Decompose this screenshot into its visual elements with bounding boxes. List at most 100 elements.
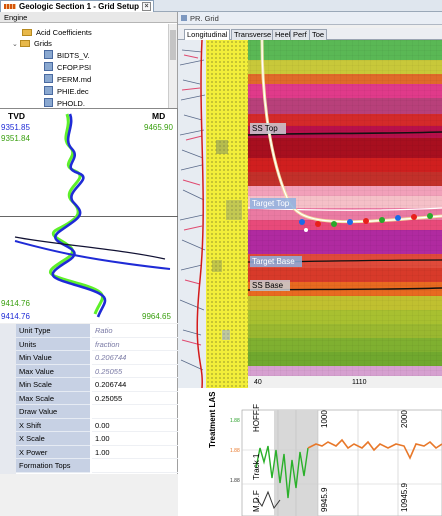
property-key: X Power [16, 445, 90, 459]
grid-icon [181, 15, 187, 21]
tab-transverse[interactable]: Transverse [231, 29, 275, 40]
property-key: Draw Value [16, 405, 90, 419]
property-row[interactable]: Min Value 0.206744 [0, 351, 178, 365]
dark-series [255, 490, 281, 510]
section-grid-view[interactable]: SS Top Target Top Target Base SS Base 40… [178, 40, 442, 388]
document-tab[interactable]: Geologic Section 1 - Grid Setup × [0, 0, 155, 12]
log-track-panel[interactable]: TVD MD 9351.85 9351.84 9465.90 9414.76 9… [0, 108, 178, 323]
axis-label-40: 40 [254, 379, 262, 386]
track-title: Treatment LAS [208, 391, 217, 448]
orange-series [307, 438, 442, 460]
perforation-markers [299, 213, 433, 232]
property-gutter [0, 324, 16, 474]
grid-file-icon [44, 62, 53, 71]
marker-label-bg [250, 198, 296, 209]
property-color-bands [248, 40, 442, 388]
tree-item-phie[interactable]: PHIE.dec [44, 86, 89, 97]
tvd-top-value-2: 9351.84 [1, 134, 30, 143]
tree-item-label: PERM.md [57, 75, 92, 84]
tree-item-perm[interactable]: PERM.md [44, 74, 91, 85]
marker-label-target-base: Target Base [252, 257, 295, 266]
tree-header: Engine [0, 12, 177, 23]
property-row[interactable]: Max Value 0.25055 [0, 364, 178, 378]
marker-label-bg [250, 256, 302, 267]
property-value[interactable]: 1.00 [92, 432, 178, 446]
property-value[interactable]: 0.206744 [92, 378, 178, 392]
tab-toe[interactable]: Toe [309, 29, 328, 40]
property-row[interactable]: Min Scale 0.206744 [0, 378, 178, 392]
property-key: X Scale [16, 432, 90, 446]
treatment-chart[interactable]: Treatment LAS 1.88 1.88 1.88 HOFF.F 1000… [178, 388, 442, 516]
tree-item-grids[interactable]: ⌄ Grids [12, 38, 52, 49]
log-curves [14, 113, 171, 318]
property-row[interactable]: Formation Tops [0, 459, 178, 473]
property-value[interactable] [92, 459, 178, 473]
tree-item-acid-coefficients[interactable]: Acid Coefficients [22, 27, 92, 38]
tvd-label: TVD [8, 111, 25, 121]
tree-item-label: Acid Coefficients [36, 28, 92, 37]
property-grid: Unit Type Ratio Units fraction Min Value 0.… [0, 324, 178, 474]
property-row[interactable]: Unit Type Ratio [0, 324, 178, 338]
folder-icon [22, 29, 32, 36]
axis-label-1110: 1110 [352, 379, 367, 386]
grid-file-icon [44, 50, 53, 59]
log-curve-dark [14, 236, 166, 260]
small-val: 1.88 [230, 478, 240, 484]
chevron-down-icon[interactable]: ⌄ [12, 41, 18, 48]
close-icon[interactable]: × [142, 2, 152, 11]
property-value[interactable]: 0.25055 [92, 392, 178, 405]
small-val: 1.88 [230, 448, 240, 454]
log-curve-trough [14, 240, 171, 270]
tvd-bottom-value: 9414.76 [1, 299, 30, 308]
tree-scrollbar[interactable] [168, 24, 177, 108]
tree-item-cfop[interactable]: CFOP.PSI [44, 62, 91, 73]
property-value[interactable]: fraction [92, 338, 178, 351]
tree-item-phold[interactable]: PHOLD. [44, 98, 85, 108]
property-value[interactable]: 0.00 [92, 419, 178, 432]
marker-label-target-top: Target Top [252, 199, 290, 208]
tree-item-label: BIDTS_V. [57, 51, 90, 60]
depth-10945: 10945.9 [400, 483, 409, 512]
property-row[interactable]: X Power 1.00 [0, 445, 178, 459]
property-row[interactable]: Draw Value [0, 405, 178, 419]
tree-item-bidts[interactable]: BIDTS_V. [44, 50, 90, 61]
property-value[interactable]: 0.25055 [92, 365, 178, 378]
property-key: Max Scale [16, 391, 90, 405]
property-value[interactable]: Ratio [92, 324, 178, 338]
property-row[interactable]: Units fraction [0, 337, 178, 351]
property-key: Min Value [16, 351, 90, 365]
tvd-top-value: 9351.85 [1, 123, 30, 132]
marker-label-bg [250, 280, 290, 291]
property-value[interactable]: 1.00 [92, 446, 178, 459]
stripe-log-lines [179, 40, 206, 388]
grid-title-bar: PR. Grid [178, 12, 442, 25]
property-value[interactable] [92, 405, 178, 419]
md-bottom-value: 9964.65 [142, 312, 171, 321]
property-key: Unit Type [16, 324, 90, 338]
sandstone-speckles [212, 140, 242, 340]
tree-item-label: PHIE.dec [57, 87, 89, 96]
property-row[interactable]: X Shift 0.00 [0, 418, 178, 432]
marker-label-bg [250, 123, 286, 134]
document-tab-label: Geologic Section 1 - Grid Setup [19, 2, 140, 11]
property-key: Units [16, 337, 90, 351]
property-key: Formation Tops [16, 459, 90, 473]
property-row[interactable]: X Scale 1.00 [0, 432, 178, 446]
hoff-label: HOFF.F [252, 404, 261, 432]
ss-top-line [247, 131, 442, 136]
md-label-bottom: M.D.F [252, 490, 261, 512]
tab-longitudinal[interactable]: Longitudinal [184, 29, 231, 40]
md-top-value: 9465.90 [144, 123, 173, 132]
property-value[interactable]: 0.206744 [92, 351, 178, 365]
property-row[interactable]: Max Scale 0.25055 [0, 391, 178, 405]
tree-item-label: Grids [34, 39, 52, 48]
document-tab-bar: Geologic Section 1 - Grid Setup × [0, 0, 442, 12]
grid-view-tabs: Longitudinal Transverse Heel Perf Toe [178, 28, 442, 40]
scrollbar-thumb[interactable] [170, 30, 176, 60]
marker-label-ss-base: SS Base [252, 281, 284, 290]
project-tree: Engine Acid Coefficients ⌄ Grids BIDTS_V.… [0, 12, 178, 108]
log-divider [0, 216, 178, 217]
small-val: 1.88 [230, 418, 240, 424]
tab-perf[interactable]: Perf [290, 29, 310, 40]
